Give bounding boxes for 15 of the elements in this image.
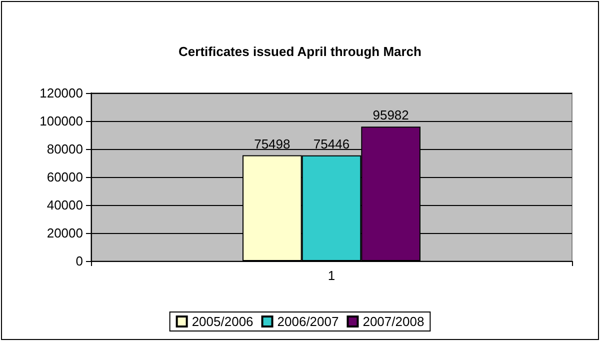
chart-title: Certificates issued April through March xyxy=(178,44,422,59)
y-tick-label: 20000 xyxy=(46,226,83,240)
y-tick-label: 80000 xyxy=(46,142,83,156)
y-tick-label: 120000 xyxy=(40,86,83,100)
y-tick-label: 0 xyxy=(76,254,83,268)
y-tick-label: 60000 xyxy=(46,170,83,184)
legend-label: 2006/2007 xyxy=(277,314,339,329)
legend-label: 2007/2008 xyxy=(362,314,424,329)
data-label: 95982 xyxy=(372,108,409,123)
data-label: 75446 xyxy=(313,136,350,152)
y-tick-label: 40000 xyxy=(46,198,83,212)
x-tick-label: 1 xyxy=(328,268,336,283)
y-tick-label: 100000 xyxy=(40,114,83,128)
data-label: 75498 xyxy=(254,136,290,152)
legend-label: 2005/2006 xyxy=(192,314,254,329)
